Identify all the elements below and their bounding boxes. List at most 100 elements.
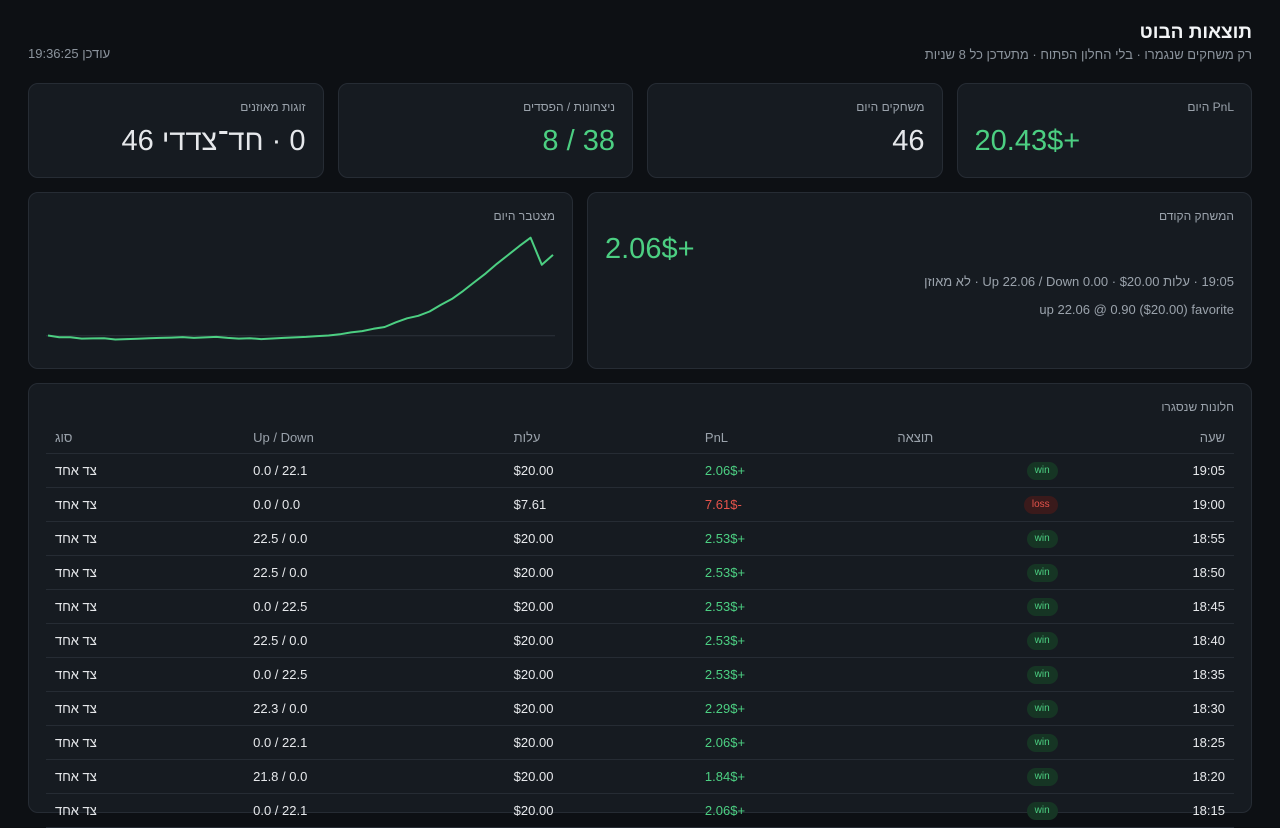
cell-pnl: 2.53$+ xyxy=(696,624,888,658)
cell-cost-text: $20.00 xyxy=(514,633,554,648)
cell-type: צד אחד xyxy=(46,794,244,828)
last-game-detail: 19:05 · עלות $20.00 · Up 22.06 / Down 0.… xyxy=(605,274,1234,290)
cell-time: 18:15 xyxy=(1067,794,1234,828)
cell-updown: 0.0 / 22.5 xyxy=(244,624,505,658)
cell-updown: 0.0 / 22.5 xyxy=(244,556,505,590)
cell-time-text: 18:55 xyxy=(1192,531,1225,546)
cell-cost: $20.00 xyxy=(505,556,696,590)
stat-value: 0 · חד־צדדי 46 xyxy=(46,124,306,158)
stat-card-balanced-pairs: זוגות מאוזנים 0 · חד־צדדי 46 xyxy=(28,83,324,178)
cell-updown-text: 0.0 / 22.5 xyxy=(253,565,307,580)
cell-updown: 22.1 / 0.0 xyxy=(244,454,505,488)
cell-type-text: צד אחד xyxy=(55,803,97,818)
cell-cost-text: $20.00 xyxy=(514,769,554,784)
cell-cost: $20.00 xyxy=(505,726,696,760)
stat-card-games-today: משחקים היום 46 xyxy=(647,83,943,178)
cell-pnl-text: 7.61$- xyxy=(705,497,742,512)
stat-value: 20.43$+ xyxy=(975,124,1235,158)
cell-cost-text: $20.00 xyxy=(514,463,554,478)
cell-updown: 22.1 / 0.0 xyxy=(244,726,505,760)
cell-updown: 22.5 / 0.0 xyxy=(244,590,505,624)
cell-time-text: 18:25 xyxy=(1192,735,1225,750)
closed-windows-card: חלונות שנסגרו שעה תוצאה PnL עלות Up / Do… xyxy=(28,383,1252,813)
cell-pnl-text: 2.53$+ xyxy=(705,565,745,580)
cell-cost: $20.00 xyxy=(505,454,696,488)
title-block: תוצאות הבוט רק משחקים שנגמרו · בלי החלון… xyxy=(925,22,1252,63)
table-row: 18:20 win 1.84$+ $20.00 0.0 / 21.8 צד אחד xyxy=(46,760,1234,794)
cell-time-text: 18:35 xyxy=(1192,667,1225,682)
cell-result: win xyxy=(888,658,1066,692)
cell-cost-text: $20.00 xyxy=(514,667,554,682)
cell-type-text: צד אחד xyxy=(55,701,97,716)
cell-pnl: 7.61$- xyxy=(696,488,888,522)
cell-pnl-text: 2.06$+ xyxy=(705,735,745,750)
col-type: סוג xyxy=(46,421,244,454)
cell-time: 18:55 xyxy=(1067,522,1234,556)
cell-updown: 22.5 / 0.0 xyxy=(244,658,505,692)
dashboard-page: תוצאות הבוט רק משחקים שנגמרו · בלי החלון… xyxy=(0,0,1280,800)
cell-type-text: צד אחד xyxy=(55,463,97,478)
cell-updown: 22.1 / 0.0 xyxy=(244,794,505,828)
last-game-card: המשחק הקודם 2.06$+ 19:05 · עלות $20.00 ·… xyxy=(587,192,1252,369)
cell-type-text: צד אחד xyxy=(55,633,97,648)
last-updated: עודכן 19:36:25 xyxy=(28,46,110,63)
cell-result: win xyxy=(888,726,1066,760)
cell-time: 19:00 xyxy=(1067,488,1234,522)
cell-result: win xyxy=(888,556,1066,590)
cell-time-text: 18:20 xyxy=(1192,769,1225,784)
col-updown: Up / Down xyxy=(244,421,505,454)
chart-label: מצטבר היום xyxy=(46,209,555,223)
cell-type-text: צד אחד xyxy=(55,735,97,750)
cell-cost: $20.00 xyxy=(505,624,696,658)
cell-cost: $20.00 xyxy=(505,658,696,692)
cell-time: 18:35 xyxy=(1067,658,1234,692)
last-game-position: up 22.06 @ 0.90 ($20.00) favorite xyxy=(605,302,1234,318)
cell-cost-text: $7.61 xyxy=(514,497,547,512)
stat-card-pnl-today: PnL היום 20.43$+ xyxy=(957,83,1253,178)
cell-type-text: צד אחד xyxy=(55,769,97,784)
cell-type: צד אחד xyxy=(46,726,244,760)
cell-time-text: 19:05 xyxy=(1192,463,1225,478)
cell-time: 18:20 xyxy=(1067,760,1234,794)
cell-type: צד אחד xyxy=(46,658,244,692)
cell-result: win xyxy=(888,760,1066,794)
stat-card-wins-losses: ניצחונות / הפסדים 38 / 8 xyxy=(338,83,634,178)
cell-time-text: 19:00 xyxy=(1192,497,1225,512)
cell-pnl: 2.06$+ xyxy=(696,794,888,828)
cell-type-text: צד אחד xyxy=(55,565,97,580)
cell-pnl: 2.29$+ xyxy=(696,692,888,726)
cell-updown-text: 0.0 / 21.8 xyxy=(253,769,307,784)
cell-result: win xyxy=(888,692,1066,726)
cell-time-text: 18:30 xyxy=(1192,701,1225,716)
result-badge: win xyxy=(1027,632,1058,650)
cell-time: 18:30 xyxy=(1067,692,1234,726)
cell-pnl: 1.84$+ xyxy=(696,760,888,794)
cell-cost: $20.00 xyxy=(505,522,696,556)
page-subtitle: רק משחקים שנגמרו · בלי החלון הפתוח · מתע… xyxy=(925,47,1252,63)
result-badge: win xyxy=(1027,734,1058,752)
result-badge: win xyxy=(1027,802,1058,820)
cell-cost: $20.00 xyxy=(505,692,696,726)
cell-pnl: 2.53$+ xyxy=(696,590,888,624)
cell-updown-text: 22.1 / 0.0 xyxy=(253,463,307,478)
cell-cost: $7.61 xyxy=(505,488,696,522)
cell-updown: 0.0 / 22.5 xyxy=(244,522,505,556)
cell-updown-text: 0.0 / 22.3 xyxy=(253,701,307,716)
cell-pnl-text: 1.84$+ xyxy=(705,769,745,784)
cell-cost-text: $20.00 xyxy=(514,599,554,614)
cell-pnl-text: 2.06$+ xyxy=(705,463,745,478)
col-pnl: PnL xyxy=(696,421,888,454)
stat-label: זוגות מאוזנים xyxy=(46,100,306,114)
cell-updown-text: 22.1 / 0.0 xyxy=(253,803,307,818)
result-badge: win xyxy=(1027,598,1058,616)
cell-result: win xyxy=(888,590,1066,624)
cell-time: 18:50 xyxy=(1067,556,1234,590)
cell-cost-text: $20.00 xyxy=(514,531,554,546)
cell-time-text: 18:40 xyxy=(1192,633,1225,648)
trades-label: חלונות שנסגרו xyxy=(46,400,1234,414)
cell-type: צד אחד xyxy=(46,454,244,488)
